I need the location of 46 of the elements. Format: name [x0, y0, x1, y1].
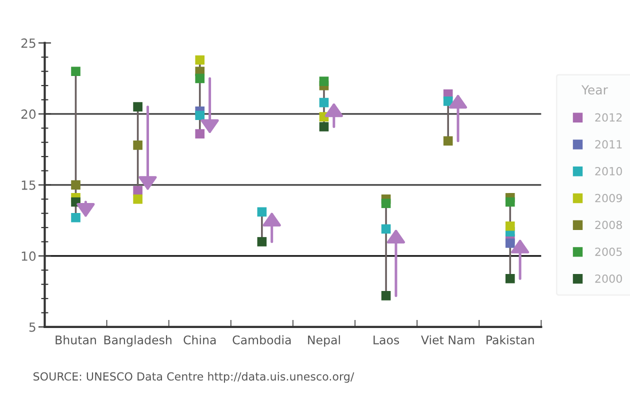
- legend-label: 2005: [595, 248, 622, 256]
- point: [195, 129, 205, 138]
- point: [505, 221, 515, 231]
- legend-label: 2000: [595, 274, 622, 283]
- point: [505, 238, 515, 248]
- y-tick-label: 20: [21, 109, 36, 119]
- x-tick-label: Viet Nam: [421, 335, 474, 344]
- point: [505, 197, 515, 207]
- legend-label: 2011: [595, 140, 622, 149]
- point: [381, 198, 391, 208]
- point: [505, 274, 515, 284]
- point: [381, 224, 391, 234]
- y-tick-label: 5: [29, 322, 36, 332]
- x-tick-label: Pakistan: [486, 335, 534, 344]
- point: [319, 76, 329, 86]
- legend-label: 2012: [595, 113, 622, 122]
- point: [195, 110, 205, 120]
- point: [133, 140, 142, 150]
- legend-label: 2008: [595, 220, 622, 230]
- x-tick-label: Bhutan: [56, 335, 96, 344]
- point: [319, 122, 329, 132]
- point: [133, 194, 142, 204]
- point: [195, 74, 205, 84]
- legend-label: 2010: [595, 167, 622, 176]
- legend-label: 2009: [595, 194, 622, 202]
- y-tick-label: 15: [22, 180, 36, 190]
- y-tick-label: 25: [21, 38, 36, 48]
- point: [71, 66, 80, 76]
- x-tick-label: Nepal: [308, 335, 340, 347]
- point: [257, 207, 267, 217]
- x-tick-label: Laos: [374, 336, 400, 344]
- point: [443, 136, 453, 146]
- point: [71, 180, 80, 190]
- legend-title: Year: [581, 85, 608, 95]
- x-tick-label: China: [184, 335, 216, 344]
- point: [319, 98, 329, 108]
- x-tick-label: Bangladesh: [104, 335, 172, 347]
- y-tick-label: 10: [22, 251, 36, 261]
- point: [195, 55, 205, 65]
- point: [381, 291, 391, 300]
- point: [133, 102, 142, 112]
- point: [443, 96, 453, 106]
- point: [71, 212, 80, 222]
- source-note: SOURCE: UNESCO Data Centre http://data.uis.unesco.org/: [33, 372, 354, 383]
- point: [257, 237, 267, 246]
- x-tick-label: Cambodia: [232, 335, 291, 344]
